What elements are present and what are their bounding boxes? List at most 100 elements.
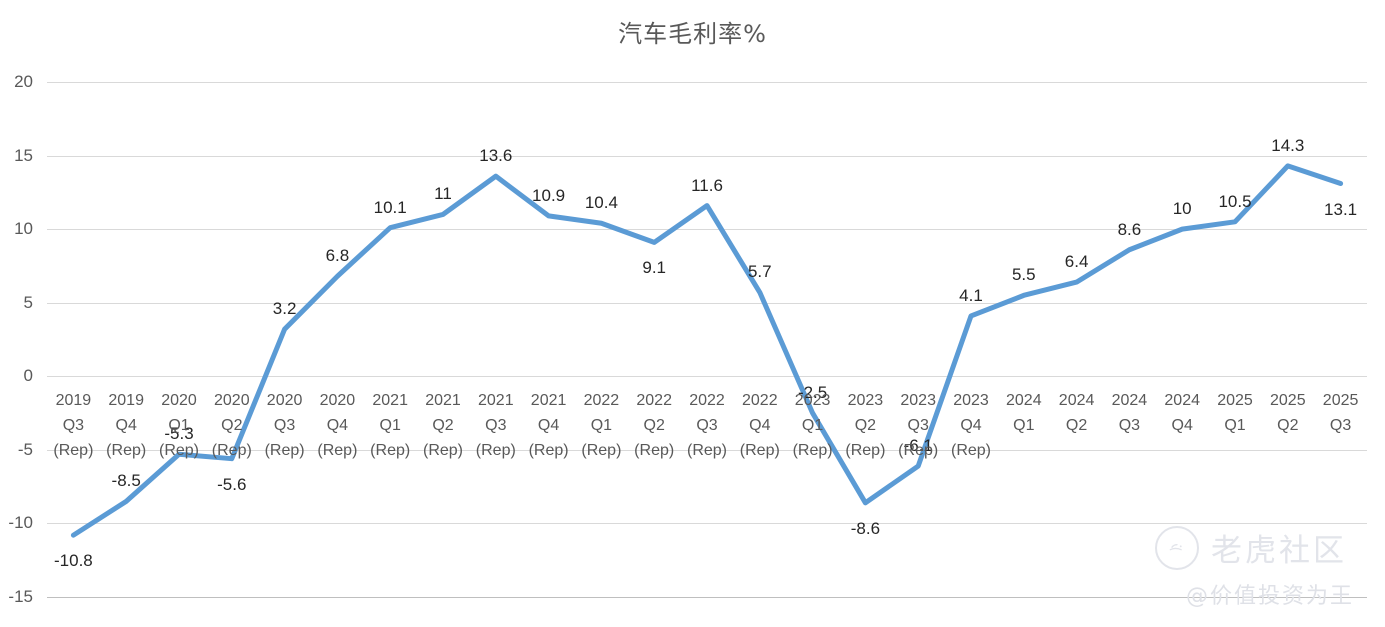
x-axis-tick-note: (Rep)	[422, 442, 464, 460]
gridline	[47, 376, 1367, 378]
gridline	[47, 302, 1367, 304]
x-axis-tick-label: 2025 Q3	[1323, 388, 1359, 438]
x-axis-tick-year: 2023	[900, 392, 936, 410]
x-axis-tick-label: 2021 Q3 (Rep)	[476, 388, 516, 463]
x-axis-tick-label: 2022 Q1 (Rep)	[581, 388, 621, 463]
x-axis-tick-label: 2023 Q2 (Rep)	[845, 388, 885, 463]
x-axis-tick-note: (Rep)	[53, 442, 94, 460]
x-axis-tick-label: 2024 Q4	[1164, 388, 1200, 438]
data-point-label: 13.6	[479, 146, 513, 166]
data-point-label: -10.8	[54, 551, 93, 571]
x-axis-tick-quarter: Q2	[432, 417, 454, 435]
data-point-label: 10.4	[584, 193, 618, 213]
x-axis-tick-year: 2020	[319, 392, 356, 410]
y-axis-tick-label: -10	[8, 513, 33, 533]
data-point-label: -5.6	[217, 474, 247, 494]
x-axis-tick-label: 2024 Q2	[1059, 388, 1095, 438]
x-axis-tick-label: 2024 Q3	[1112, 388, 1148, 438]
x-axis-tick-label: 2025 Q1	[1217, 388, 1253, 438]
x-axis-tick-year: 2025	[1270, 392, 1306, 410]
data-point-label: 11.6	[691, 175, 723, 195]
x-axis-tick-note: (Rep)	[739, 442, 780, 460]
data-point-label: 9.1	[642, 258, 667, 278]
data-point-label: 3.2	[272, 299, 297, 319]
x-axis-tick-year: 2022	[689, 392, 725, 410]
x-axis-tick-label: 2022 Q2 (Rep)	[634, 388, 674, 463]
gridline	[47, 449, 1367, 451]
y-axis-tick-label: 20	[14, 72, 33, 91]
x-axis-tick-label: 2020 Q4 (Rep)	[317, 388, 357, 463]
x-axis-tick-label: 2023 Q1 (Rep)	[793, 388, 833, 463]
x-axis-tick-label: 2023 Q4 (Rep)	[951, 388, 991, 463]
x-axis-tick-year: 2021	[425, 392, 461, 410]
data-point-label: 4.1	[959, 285, 983, 305]
x-axis-tick-note: (Rep)	[317, 442, 358, 460]
x-axis-tick-quarter: Q2	[221, 417, 243, 435]
data-point-label: 10.5	[1218, 191, 1252, 211]
x-axis-tick-label: 2025 Q2	[1270, 388, 1306, 438]
series-line	[70, 163, 1344, 538]
data-point-label: 10.1	[373, 197, 407, 217]
x-axis-tick-label: 2019 Q3 (Rep)	[53, 388, 93, 463]
x-axis-tick-quarter: Q2	[1065, 417, 1088, 435]
x-axis-tick-quarter: Q1	[1224, 417, 1246, 435]
x-axis-tick-quarter: Q1	[168, 417, 190, 435]
x-axis-tick-note: (Rep)	[211, 442, 252, 460]
watermark-handle: @价值投资为王	[1186, 584, 1355, 609]
x-axis-tick-quarter: Q3	[273, 417, 296, 435]
gridline	[47, 82, 1367, 83]
x-axis-tick-note: (Rep)	[370, 442, 411, 460]
y-axis-tick-label: 10	[14, 219, 33, 239]
x-axis-tick-quarter: Q4	[115, 417, 137, 435]
x-axis-tick-quarter: Q3	[696, 417, 718, 435]
x-axis-tick-year: 2019	[108, 392, 144, 410]
x-axis-tick-quarter: Q1	[1013, 417, 1035, 435]
y-axis-tick-label: -15	[8, 587, 33, 606]
data-point-label: 10	[1172, 199, 1192, 219]
x-axis-tick-year: 2025	[1322, 392, 1359, 410]
x-axis-tick-note: (Rep)	[581, 442, 622, 460]
x-axis-tick-year: 2024	[1006, 392, 1042, 410]
watermark-brand-text: 老虎社区	[1211, 533, 1347, 569]
x-axis-tick-quarter: Q4	[960, 417, 982, 435]
x-axis-tick-quarter: Q4	[326, 417, 349, 435]
data-point-label: 5.5	[1011, 265, 1036, 285]
x-axis-tick-year: 2024	[1058, 392, 1095, 410]
x-axis-tick-year: 2022	[583, 392, 620, 410]
x-axis-tick-note: (Rep)	[158, 442, 200, 460]
data-point-label: 6.8	[325, 246, 350, 266]
line-series	[70, 163, 1344, 538]
x-axis-tick-label: 2019 Q4 (Rep)	[106, 388, 146, 463]
x-axis-tick-year: 2021	[372, 392, 408, 410]
x-axis-tick-year: 2020	[213, 392, 250, 410]
data-point-label: -5.3	[164, 424, 194, 444]
x-axis-tick-year: 2024	[1164, 392, 1200, 410]
x-axis-tick-year: 2021	[530, 392, 567, 410]
data-point-label: 8.6	[1117, 219, 1142, 239]
data-point-label: -6.1	[903, 436, 933, 456]
data-point-label: 14.3	[1271, 135, 1305, 155]
x-axis-tick-quarter: Q4	[749, 417, 771, 435]
data-point-label: 13.1	[1324, 199, 1358, 219]
x-axis-tick-note: (Rep)	[950, 442, 992, 460]
x-axis-tick-year: 2021	[477, 392, 514, 410]
x-axis-tick-label: 2021 Q1 (Rep)	[370, 388, 410, 463]
x-axis-tick-year: 2020	[161, 392, 197, 410]
x-axis-tick-year: 2019	[55, 392, 92, 410]
x-axis-tick-label: 2020 Q1 (Rep)	[159, 388, 199, 463]
x-axis-tick-year: 2023	[953, 392, 989, 410]
chart-title: 汽车毛利率%	[618, 20, 767, 48]
x-axis-tick-note: (Rep)	[264, 442, 305, 460]
gridline	[47, 597, 1367, 598]
tiger-logo-icon	[1155, 525, 1199, 570]
data-point-label: -8.6	[850, 518, 881, 538]
x-axis-tick-note: (Rep)	[475, 442, 516, 460]
data-point-label: 11	[434, 184, 452, 204]
data-point-label: 10.9	[532, 185, 566, 205]
x-axis-tick-label: 2021 Q2 (Rep)	[423, 388, 463, 463]
x-axis-tick-label: 2021 Q4 (Rep)	[529, 388, 569, 463]
plot-area: -10.8 -8.5 -5.3 -5.6 3.2 6.8 10.1 11 13.6 10.9 10.…	[47, 82, 1367, 598]
x-axis-tick-label: 2022 Q4 (Rep)	[740, 388, 780, 463]
x-axis-tick-quarter: Q1	[801, 417, 824, 435]
